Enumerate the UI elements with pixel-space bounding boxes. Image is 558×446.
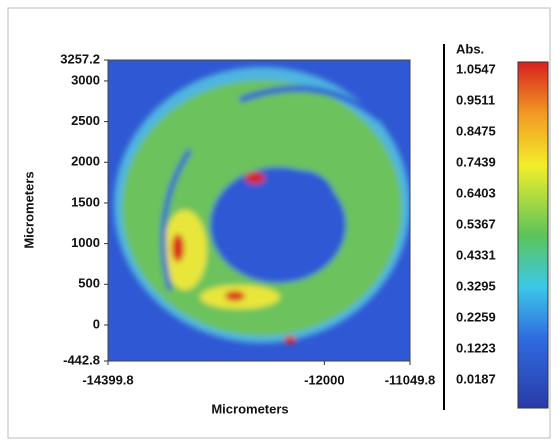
y-tick-label: -442.8 [63,352,100,367]
y-tick-label: 3257.2 [60,51,100,66]
x-axis-label: Micrometers [211,401,288,416]
colorbar-tick-label: 0.3295 [456,278,496,293]
colorbar-tick-label: 0.9511 [456,92,495,107]
colorbar-tick-label: 0.2259 [456,309,496,324]
plot-area [107,59,411,362]
heatmap-image [108,60,410,361]
y-tick-label: 2000 [71,154,100,169]
y-tick-label: 2500 [71,113,100,128]
colorbar-label: Abs. [456,41,484,56]
y-axis-label: Micrometers [21,171,36,248]
colorbar-tick-label: 0.8475 [456,123,496,138]
colorbar-tick-label: 1.0547 [456,61,496,76]
x-tick-label: -14399.8 [82,372,133,387]
colorbar-tick-label: 0.6403 [456,185,496,200]
y-tick-label: 500 [78,276,100,291]
colorbar-tick-label: 0.4331 [456,247,496,262]
frame [7,7,551,439]
y-tick-label: 1000 [71,235,100,250]
colorbar [517,61,549,409]
colorbar-tick-label: 0.7439 [456,154,496,169]
x-tick-label: -11049.8 [385,372,436,387]
y-tick-label: 1500 [71,194,100,209]
colorbar-tick-label: 0.1223 [456,340,496,355]
y-tick-label: 0 [93,316,100,331]
x-tick-label: -12000 [304,372,344,387]
colorbar-tick-label: 0.5367 [456,216,496,231]
y-tick-label: 3000 [71,72,100,87]
colorbar-tick-label: 0.0187 [456,371,496,386]
